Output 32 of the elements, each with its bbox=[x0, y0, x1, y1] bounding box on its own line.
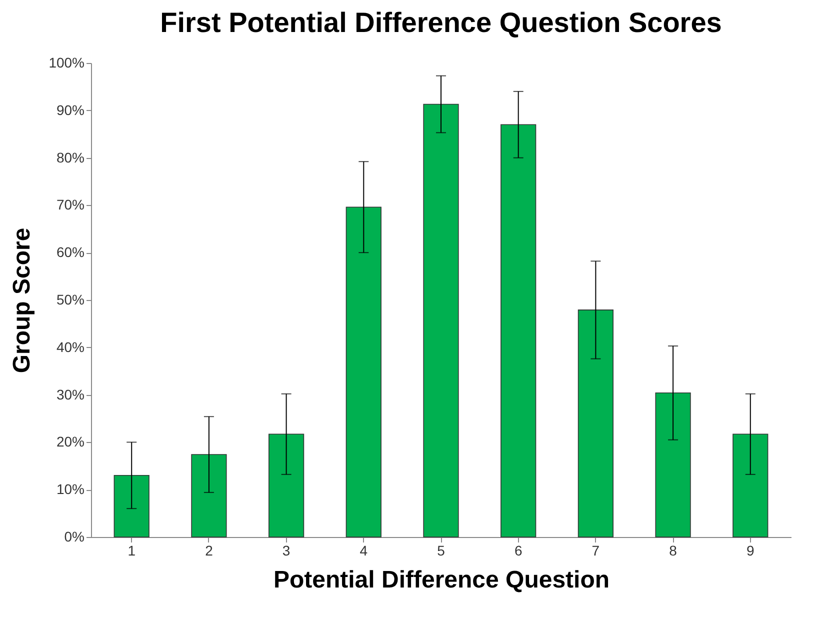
y-tick-label: 50% bbox=[56, 292, 84, 308]
bar bbox=[346, 206, 382, 538]
y-tick-label: 80% bbox=[56, 149, 84, 166]
x-tick-label: 2 bbox=[205, 542, 214, 558]
bar bbox=[578, 310, 614, 538]
x-tick-label: 9 bbox=[746, 542, 754, 558]
chart-title: First Potential Difference Question Scores bbox=[160, 7, 722, 38]
y-tick-label: 10% bbox=[56, 481, 84, 498]
y-tick-label: 20% bbox=[56, 434, 84, 450]
bar bbox=[500, 124, 536, 538]
bar bbox=[114, 474, 150, 538]
x-tick-label: 1 bbox=[128, 542, 136, 558]
x-tick-label: 5 bbox=[437, 542, 446, 558]
y-tick-label: 30% bbox=[56, 386, 84, 402]
y-tick-label: 70% bbox=[56, 196, 84, 213]
bar bbox=[423, 104, 459, 538]
x-tick-label: 4 bbox=[360, 542, 368, 558]
x-axis-title: Potential Difference Question bbox=[273, 566, 610, 594]
x-tick-label: 3 bbox=[282, 542, 290, 558]
bar bbox=[268, 434, 304, 538]
y-tick-label: 0% bbox=[64, 528, 84, 544]
x-tick-label: 6 bbox=[514, 542, 522, 558]
y-tick-label: 60% bbox=[56, 244, 84, 260]
x-tick-label: 7 bbox=[592, 542, 600, 558]
y-axis-title: Group Score bbox=[8, 228, 36, 374]
y-tick-label: 100% bbox=[48, 54, 84, 70]
y-tick-label: 40% bbox=[56, 338, 84, 355]
bar bbox=[732, 434, 768, 538]
y-tick-label: 90% bbox=[56, 102, 84, 118]
x-tick-label: 8 bbox=[669, 542, 678, 558]
bar bbox=[655, 392, 691, 538]
bar bbox=[191, 454, 227, 538]
